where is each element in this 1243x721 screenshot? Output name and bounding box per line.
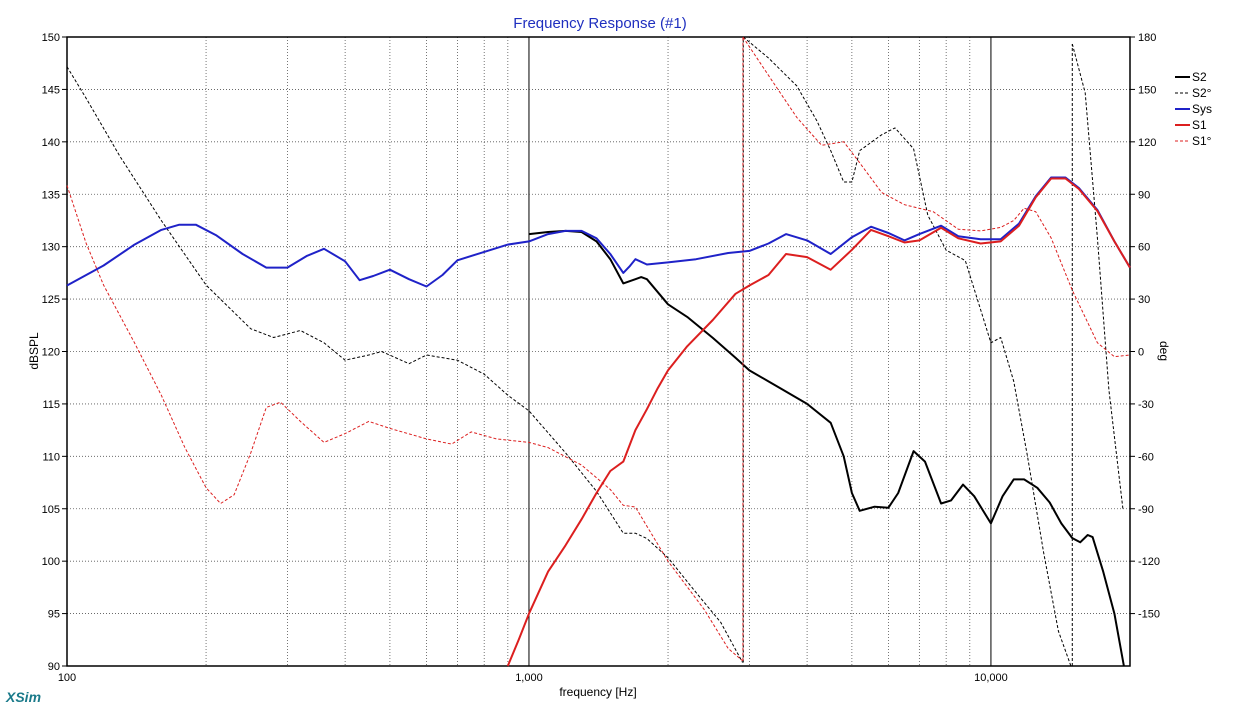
brand-label: XSim — [5, 689, 41, 705]
y2-axis-label: deg — [1157, 341, 1171, 361]
series-line-3 — [506, 177, 1131, 667]
y2-tick-label: -120 — [1138, 556, 1160, 568]
y2-tick-label: 150 — [1138, 84, 1156, 96]
y-tick-label: 140 — [42, 137, 60, 149]
y-tick-label: 105 — [42, 504, 60, 516]
x-tick-label: 10,000 — [974, 672, 1008, 684]
grid — [67, 37, 1130, 666]
y2-tick-label: 60 — [1138, 242, 1150, 254]
y-tick-label: 95 — [48, 609, 60, 621]
y-tick-label: 145 — [42, 84, 60, 96]
legend-label: S2 — [1192, 70, 1207, 84]
y-tick-label: 120 — [42, 347, 60, 359]
y-tick-label: 150 — [42, 32, 60, 44]
y2-tick-label: 180 — [1138, 32, 1156, 44]
chart-title: Frequency Response (#1) — [513, 15, 686, 32]
y-tick-label: 90 — [48, 661, 60, 673]
y-axis-label: dBSPL — [27, 332, 41, 370]
x-tick-label: 1,000 — [515, 672, 543, 684]
y2-tick-label: -30 — [1138, 399, 1154, 411]
y-tick-label: 100 — [42, 556, 60, 568]
series-line-0 — [528, 229, 1125, 667]
y-tick-label: 135 — [42, 189, 60, 201]
legend-label: S1° — [1192, 134, 1212, 148]
y2-tick-label: 120 — [1138, 137, 1156, 149]
legend-label: Sys — [1192, 102, 1212, 116]
x-axis-label: frequency [Hz] — [559, 685, 636, 699]
y2-tick-label: 90 — [1138, 189, 1150, 201]
y-tick-label: 110 — [42, 451, 60, 463]
y-tick-label: 130 — [42, 242, 60, 254]
legend-label: S1 — [1192, 118, 1207, 132]
y2-tick-label: -150 — [1138, 609, 1160, 621]
y2-tick-label: -90 — [1138, 504, 1154, 516]
series-line-1 — [66, 36, 1124, 667]
y2-tick-label: 0 — [1138, 347, 1144, 359]
y-tick-label: 115 — [42, 399, 60, 411]
series-group — [66, 36, 1131, 667]
y2-tick-label: 30 — [1138, 294, 1150, 306]
legend-label: S2° — [1192, 86, 1212, 100]
y-tick-label: 125 — [42, 294, 60, 306]
series-line-2 — [66, 176, 1131, 288]
legend: S2 S2° Sys S1 S1° — [1175, 70, 1212, 148]
y2-tick-label: -60 — [1138, 451, 1154, 463]
x-tick-label: 100 — [58, 672, 76, 684]
series-line-4 — [66, 36, 1131, 662]
tick-labels: 100 1,000 10,000 90 95 100 105 110 115 120 125 130 1… — [42, 32, 1160, 684]
